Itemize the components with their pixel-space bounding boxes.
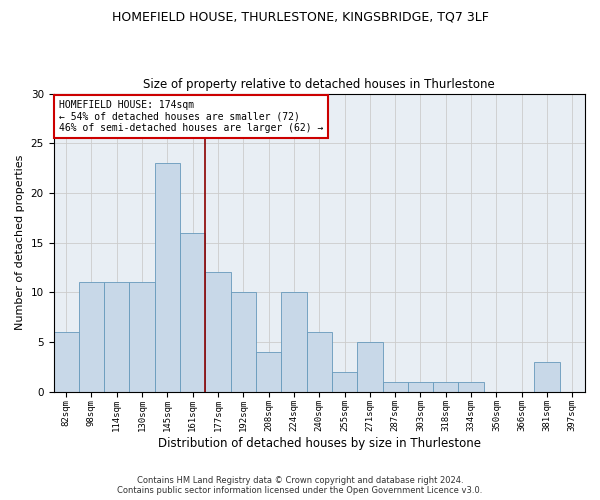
Bar — [535, 362, 560, 392]
Bar — [230, 292, 256, 392]
Text: Contains HM Land Registry data © Crown copyright and database right 2024.
Contai: Contains HM Land Registry data © Crown c… — [118, 476, 482, 495]
Bar — [53, 332, 79, 392]
X-axis label: Distribution of detached houses by size in Thurlestone: Distribution of detached houses by size … — [158, 437, 481, 450]
Bar — [357, 342, 383, 392]
Bar — [155, 163, 180, 392]
Title: Size of property relative to detached houses in Thurlestone: Size of property relative to detached ho… — [143, 78, 495, 91]
Text: HOMEFIELD HOUSE: 174sqm
← 54% of detached houses are smaller (72)
46% of semi-de: HOMEFIELD HOUSE: 174sqm ← 54% of detache… — [59, 100, 323, 132]
Bar — [408, 382, 433, 392]
Bar — [256, 352, 281, 392]
Bar — [130, 282, 155, 392]
Y-axis label: Number of detached properties: Number of detached properties — [15, 155, 25, 330]
Bar — [281, 292, 307, 392]
Bar — [307, 332, 332, 392]
Bar — [180, 232, 205, 392]
Bar — [205, 272, 230, 392]
Bar — [104, 282, 130, 392]
Text: HOMEFIELD HOUSE, THURLESTONE, KINGSBRIDGE, TQ7 3LF: HOMEFIELD HOUSE, THURLESTONE, KINGSBRIDG… — [112, 10, 488, 23]
Bar — [332, 372, 357, 392]
Bar — [79, 282, 104, 392]
Bar — [458, 382, 484, 392]
Bar — [383, 382, 408, 392]
Bar — [433, 382, 458, 392]
